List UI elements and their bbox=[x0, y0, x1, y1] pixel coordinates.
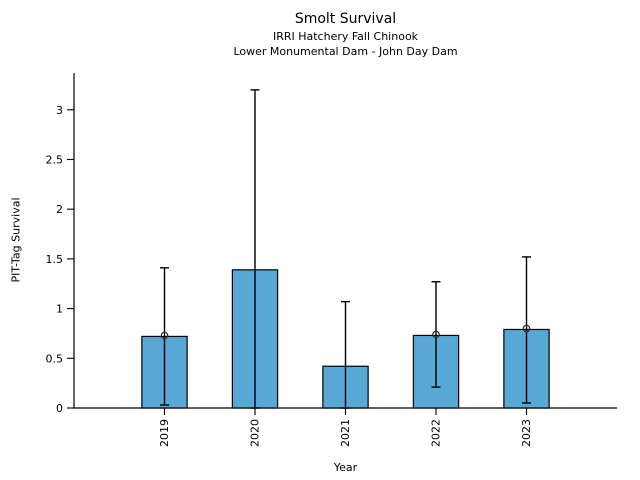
chart-subtitle-line1: IRRI Hatchery Fall Chinook bbox=[272, 30, 419, 43]
y-tick-label: 2.5 bbox=[46, 153, 64, 166]
chart-title: Smolt Survival bbox=[294, 11, 397, 27]
x-tick-label: 2022 bbox=[430, 419, 443, 447]
point-marker-2022 bbox=[432, 330, 440, 339]
y-tick-label: 1.5 bbox=[46, 253, 64, 266]
point-marker-2019 bbox=[160, 331, 169, 340]
x-axis-label: Year bbox=[333, 461, 358, 474]
x-tick-label: 2019 bbox=[158, 419, 171, 447]
x-tick-label: 2023 bbox=[520, 419, 533, 447]
y-tick-label: 1 bbox=[56, 303, 63, 316]
point-marker-2023 bbox=[522, 324, 531, 333]
x-tick-label: 2020 bbox=[249, 419, 262, 447]
x-tick-label: 2021 bbox=[339, 419, 352, 447]
y-tick-label: 2 bbox=[56, 203, 63, 216]
y-tick-label: 0.5 bbox=[46, 352, 64, 365]
y-tick-label: 3 bbox=[56, 104, 63, 117]
chart-subtitle-line2: Lower Monumental Dam - John Day Dam bbox=[233, 45, 458, 58]
y-tick-label: 0 bbox=[56, 402, 63, 415]
